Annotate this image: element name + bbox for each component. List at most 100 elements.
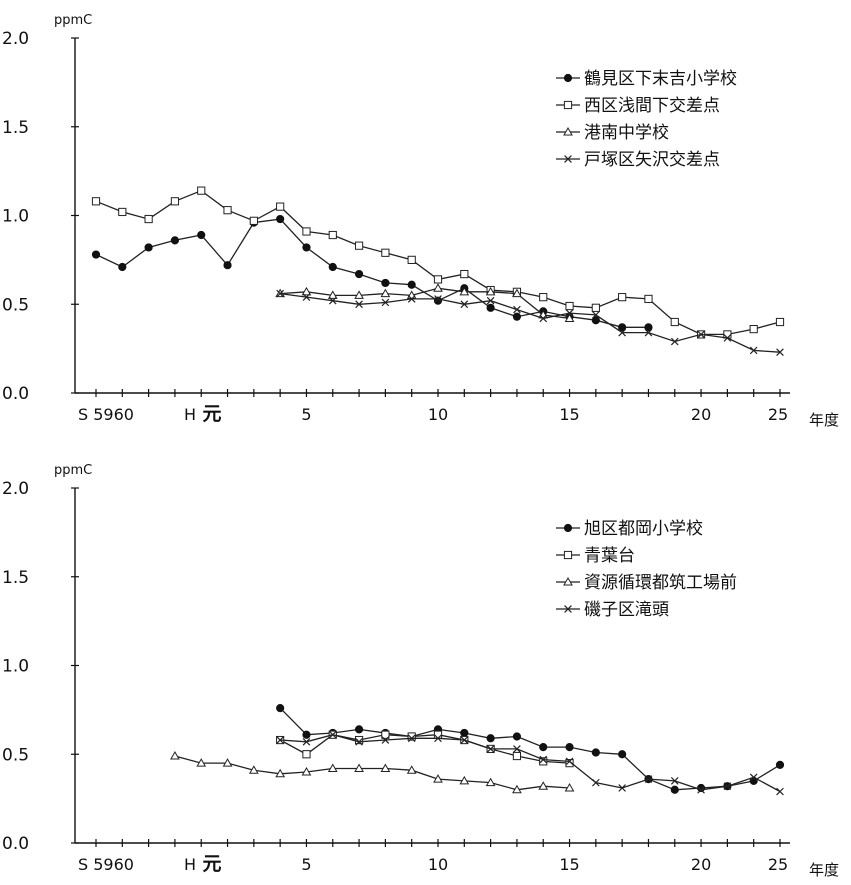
chart-panel-2: 0.0 0.5 1.0 1.5 2.0 ppmC S 5960 H 元 5 10 15 20 25 年度 旭区… bbox=[2, 463, 839, 879]
x-tick-label: 25 bbox=[768, 405, 788, 424]
series-2 bbox=[92, 187, 783, 338]
data-point bbox=[329, 263, 336, 270]
data-point bbox=[408, 256, 415, 263]
data-point bbox=[303, 228, 310, 235]
data-point bbox=[566, 302, 573, 309]
data-point bbox=[619, 751, 626, 758]
legend: 旭区都岡小学校青葉台資源循環都筑工場前磯子区滝頭 bbox=[556, 519, 737, 620]
data-point bbox=[171, 237, 178, 244]
y-unit-label: ppmC bbox=[54, 463, 92, 478]
y-tick-label: 0.5 bbox=[2, 295, 29, 315]
series-3 bbox=[276, 284, 573, 321]
data-point bbox=[750, 326, 757, 333]
series-line bbox=[96, 219, 649, 327]
series-line bbox=[175, 756, 570, 790]
data-point bbox=[487, 735, 494, 742]
data-point bbox=[355, 242, 362, 249]
data-point bbox=[171, 752, 179, 759]
data-point bbox=[514, 306, 521, 313]
series-line bbox=[280, 735, 569, 763]
data-point bbox=[329, 231, 336, 238]
x-tick-label: 元 bbox=[202, 853, 221, 875]
y-tick-label: 2.0 bbox=[2, 29, 29, 49]
data-point bbox=[513, 733, 520, 740]
legend-label: 西区浅間下交差点 bbox=[584, 96, 720, 116]
x-tick-label: 10 bbox=[428, 405, 448, 424]
x-tick-label: 25 bbox=[768, 855, 788, 874]
y-tick-label: 0.5 bbox=[2, 745, 29, 765]
x-tick-label: 5 bbox=[301, 405, 311, 424]
data-point bbox=[513, 313, 520, 320]
series-line bbox=[96, 191, 780, 335]
y-tick-label: 1.0 bbox=[2, 657, 29, 677]
data-point bbox=[303, 244, 310, 251]
x-axis-label: 年度 bbox=[809, 411, 839, 429]
legend-marker bbox=[564, 74, 571, 81]
data-point bbox=[434, 284, 442, 291]
series-1 bbox=[277, 705, 784, 794]
x-tick-label: 15 bbox=[559, 855, 579, 874]
y-tick-label: 0.0 bbox=[2, 834, 29, 854]
data-point bbox=[382, 279, 389, 286]
y-tick-label: 1.5 bbox=[2, 118, 29, 138]
data-point bbox=[250, 217, 257, 224]
legend-label: 鶴見区下末吉小学校 bbox=[584, 69, 737, 89]
data-point bbox=[645, 295, 652, 302]
data-point bbox=[777, 788, 784, 795]
y-tick-label: 1.0 bbox=[2, 207, 29, 227]
x-tick-label: 15 bbox=[559, 405, 579, 424]
x-tick-label: 元 bbox=[202, 403, 221, 425]
series-line bbox=[280, 708, 780, 790]
data-point bbox=[513, 752, 520, 759]
legend-label: 旭区都岡小学校 bbox=[584, 519, 703, 539]
series-line bbox=[280, 294, 780, 353]
data-point bbox=[171, 198, 178, 205]
data-point bbox=[671, 318, 678, 325]
series-4 bbox=[277, 731, 784, 795]
data-point bbox=[671, 786, 678, 793]
legend-label: 磯子区滝頭 bbox=[584, 600, 669, 620]
data-point bbox=[434, 276, 441, 283]
data-point bbox=[382, 249, 389, 256]
x-tick-label: 10 bbox=[428, 855, 448, 874]
y-tick-label: 1.5 bbox=[2, 568, 29, 588]
data-point bbox=[592, 304, 599, 311]
legend-label: 戸塚区矢沢交差点 bbox=[584, 150, 720, 170]
data-point bbox=[145, 244, 152, 251]
data-point bbox=[355, 270, 362, 277]
data-point bbox=[776, 761, 783, 768]
x-tick-label: H bbox=[184, 405, 196, 424]
chart-panel-1: 0.0 0.5 1.0 1.5 2.0 ppmC S 5960 H 元 5 10 15 20 25 年度 鶴見… bbox=[2, 13, 839, 429]
legend-label: 資源循環都筑工場前 bbox=[584, 573, 737, 593]
x-tick-label: S 5960 bbox=[78, 405, 134, 424]
data-point bbox=[461, 729, 468, 736]
x-tick-label: 20 bbox=[691, 855, 711, 874]
data-point bbox=[566, 744, 573, 751]
legend-marker bbox=[564, 551, 571, 558]
x-tick-label: 20 bbox=[691, 405, 711, 424]
x-axis-label: 年度 bbox=[809, 861, 839, 879]
data-point bbox=[119, 263, 126, 270]
data-point bbox=[224, 262, 231, 269]
data-point bbox=[487, 304, 494, 311]
data-point bbox=[540, 294, 547, 301]
data-point bbox=[303, 731, 310, 738]
data-point bbox=[277, 705, 284, 712]
data-point bbox=[145, 215, 152, 222]
x-tick-label: 5 bbox=[301, 855, 311, 874]
data-point bbox=[198, 231, 205, 238]
data-point bbox=[277, 203, 284, 210]
data-point bbox=[92, 198, 99, 205]
series-2 bbox=[277, 731, 574, 767]
legend-marker bbox=[564, 101, 571, 108]
legend-label: 港南中学校 bbox=[584, 123, 669, 143]
y-tick-label: 0.0 bbox=[2, 384, 29, 404]
data-point bbox=[381, 290, 389, 297]
x-tick-label: H bbox=[184, 855, 196, 874]
data-point bbox=[277, 215, 284, 222]
y-tick-label: 2.0 bbox=[2, 479, 29, 499]
data-point bbox=[224, 207, 231, 214]
